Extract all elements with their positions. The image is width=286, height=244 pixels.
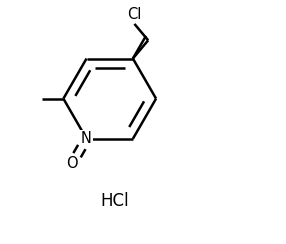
Text: O: O <box>66 156 78 171</box>
Text: Cl: Cl <box>127 7 142 21</box>
Text: N: N <box>81 131 92 146</box>
Text: HCl: HCl <box>100 192 129 210</box>
